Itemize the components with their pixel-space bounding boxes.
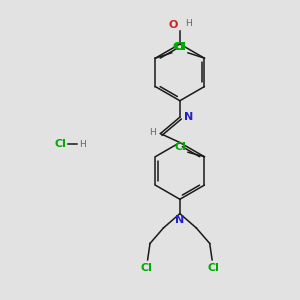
Text: Cl: Cl: [55, 139, 66, 149]
Text: H: H: [80, 140, 86, 148]
Text: O: O: [169, 20, 178, 30]
Text: N: N: [175, 215, 184, 225]
Text: N: N: [184, 112, 193, 122]
Text: Cl: Cl: [173, 42, 185, 52]
Text: Cl: Cl: [175, 142, 187, 152]
Text: H: H: [185, 19, 192, 28]
Text: Cl: Cl: [175, 42, 187, 52]
Text: H: H: [149, 128, 156, 137]
Text: Cl: Cl: [208, 263, 220, 274]
Text: Cl: Cl: [140, 263, 152, 274]
